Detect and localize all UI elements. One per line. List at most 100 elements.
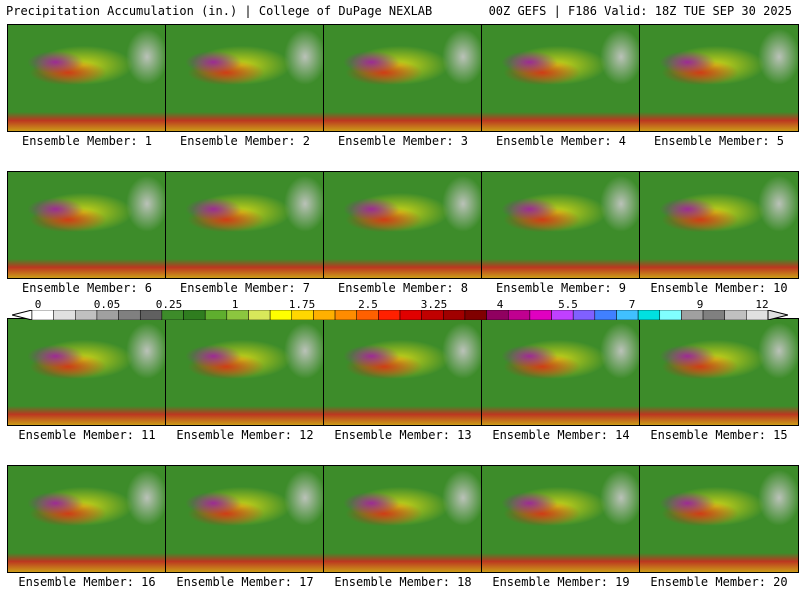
colorbar-swatch xyxy=(421,310,444,320)
chart-title: Precipitation Accumulation (in.) | Colle… xyxy=(6,4,433,18)
ensemble-member-label: Ensemble Member: 2 xyxy=(179,134,311,148)
precip-map xyxy=(323,465,483,573)
precip-map xyxy=(165,318,325,426)
precip-map xyxy=(481,24,641,132)
ensemble-panel: Ensemble Member: 12 xyxy=(165,318,325,442)
precip-map xyxy=(639,465,799,573)
colorbar-scale xyxy=(12,310,788,320)
colorbar-swatch xyxy=(334,310,357,320)
ensemble-panel: Ensemble Member: 19 xyxy=(481,465,641,589)
ensemble-panel: Ensemble Member: 10 xyxy=(639,171,799,295)
ensemble-panel: Ensemble Member: 15 xyxy=(639,318,799,442)
precip-map xyxy=(165,24,325,132)
ensemble-panel: Ensemble Member: 13 xyxy=(323,318,483,442)
colorbar-swatch xyxy=(443,310,466,320)
colorbar-tick-label: 5.5 xyxy=(558,298,578,311)
colorbar-swatch xyxy=(356,310,379,320)
colorbar: 0 0.05 0.25 1 1.75 2.5 3.25 4 5.5 7 9 12 xyxy=(12,298,788,322)
colorbar-swatch xyxy=(378,310,401,320)
colorbar-swatch xyxy=(313,310,336,320)
ensemble-member-label: Ensemble Member: 8 xyxy=(337,281,469,295)
ensemble-member-label: Ensemble Member: 5 xyxy=(653,134,785,148)
colorbar-swatch xyxy=(507,310,531,320)
colorbar-right-arrow xyxy=(767,310,788,320)
ensemble-member-label: Ensemble Member: 9 xyxy=(495,281,627,295)
precip-map xyxy=(7,465,167,573)
precip-map xyxy=(323,318,483,426)
ensemble-panel: Ensemble Member: 8 xyxy=(323,171,483,295)
ensemble-member-label: Ensemble Member: 17 xyxy=(176,575,314,589)
ensemble-member-label: Ensemble Member: 10 xyxy=(650,281,788,295)
colorbar-swatch xyxy=(486,310,509,320)
ensemble-panel: Ensemble Member: 5 xyxy=(639,24,799,148)
colorbar-swatch xyxy=(291,310,314,320)
ensemble-member-label: Ensemble Member: 12 xyxy=(176,428,314,442)
ensemble-member-label: Ensemble Member: 20 xyxy=(650,575,788,589)
precip-map xyxy=(165,465,325,573)
ensemble-panel: Ensemble Member: 7 xyxy=(165,171,325,295)
precip-map xyxy=(481,465,641,573)
precip-map xyxy=(323,24,483,132)
colorbar-swatch xyxy=(702,310,725,320)
colorbar-swatch xyxy=(746,310,769,320)
precip-map xyxy=(165,171,325,279)
ensemble-member-label: Ensemble Member: 16 xyxy=(18,575,156,589)
colorbar-swatch xyxy=(139,310,163,320)
colorbar-swatch xyxy=(399,310,422,320)
colorbar-tick-label: 1.75 xyxy=(288,298,316,311)
precip-map xyxy=(481,171,641,279)
colorbar-tick-label: 1 xyxy=(231,298,239,311)
colorbar-tick-label: 0 xyxy=(34,298,42,311)
colorbar-swatch xyxy=(118,310,141,320)
ensemble-panel: Ensemble Member: 18 xyxy=(323,465,483,589)
colorbar-tick-label: 7 xyxy=(628,298,636,311)
colorbar-swatch xyxy=(572,310,596,320)
colorbar-swatch xyxy=(724,310,747,320)
ensemble-panel: Ensemble Member: 16 xyxy=(7,465,167,589)
ensemble-member-label: Ensemble Member: 19 xyxy=(492,575,630,589)
ensemble-panel: Ensemble Member: 11 xyxy=(7,318,167,442)
colorbar-swatch xyxy=(53,310,76,320)
colorbar-tick-label: 0.05 xyxy=(93,298,121,311)
colorbar-swatch xyxy=(269,310,293,320)
colorbar-swatch xyxy=(464,310,487,320)
ensemble-panel: Ensemble Member: 4 xyxy=(481,24,641,148)
ensemble-member-label: Ensemble Member: 1 xyxy=(21,134,153,148)
colorbar-tick-label: 0.25 xyxy=(155,298,183,311)
precip-map xyxy=(7,24,167,132)
precip-map xyxy=(481,318,641,426)
colorbar-swatch xyxy=(529,310,552,320)
ensemble-panel: Ensemble Member: 20 xyxy=(639,465,799,589)
colorbar-swatch xyxy=(551,310,574,320)
ensemble-panel: Ensemble Member: 14 xyxy=(481,318,641,442)
ensemble-panel: Ensemble Member: 6 xyxy=(7,171,167,295)
ensemble-panel: Ensemble Member: 9 xyxy=(481,171,641,295)
precip-map xyxy=(7,171,167,279)
colorbar-swatch xyxy=(204,310,228,320)
ensemble-panel: Ensemble Member: 1 xyxy=(7,24,167,148)
ensemble-member-label: Ensemble Member: 14 xyxy=(492,428,630,442)
colorbar-tick-label: 9 xyxy=(696,298,704,311)
ensemble-member-label: Ensemble Member: 15 xyxy=(650,428,788,442)
colorbar-swatch xyxy=(681,310,704,320)
colorbar-left-arrow xyxy=(12,310,33,320)
precip-map xyxy=(323,171,483,279)
colorbar-swatch xyxy=(31,310,54,320)
colorbar-swatch xyxy=(616,310,639,320)
colorbar-tick-label: 2.5 xyxy=(358,298,378,311)
precip-map xyxy=(639,24,799,132)
ensemble-member-label: Ensemble Member: 4 xyxy=(495,134,627,148)
colorbar-swatch xyxy=(637,310,661,320)
colorbar-swatch xyxy=(248,310,271,320)
colorbar-swatch xyxy=(594,310,617,320)
ensemble-member-label: Ensemble Member: 11 xyxy=(18,428,156,442)
ensemble-member-label: Ensemble Member: 18 xyxy=(334,575,472,589)
ensemble-member-label: Ensemble Member: 7 xyxy=(179,281,311,295)
colorbar-swatch xyxy=(96,310,119,320)
colorbar-swatch xyxy=(161,310,184,320)
ensemble-panel: Ensemble Member: 2 xyxy=(165,24,325,148)
colorbar-tick-label: 3.25 xyxy=(420,298,448,311)
precip-map xyxy=(7,318,167,426)
colorbar-swatch xyxy=(226,310,249,320)
ensemble-member-label: Ensemble Member: 13 xyxy=(334,428,472,442)
